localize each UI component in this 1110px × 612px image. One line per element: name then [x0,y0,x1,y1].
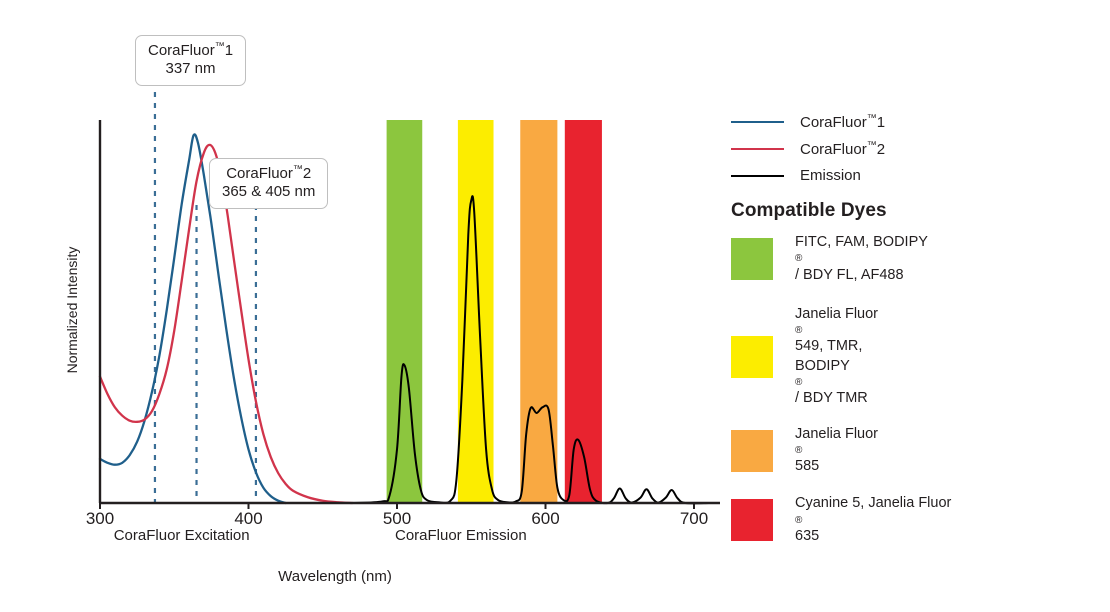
legend-cf1-base: CoraFluor [800,113,867,131]
dye-color-swatch [731,237,773,280]
red-band [564,120,602,503]
callout-cf2-name: CoraFluor [226,165,293,182]
legend-item-emission: Emission [731,162,1091,189]
x-tick-label-600: 600 [531,509,560,528]
compatible-dyes-list: FITC, FAM, BODIPY ® / BDY FL, AF488 Janelia… [731,233,1101,564]
dye-label: Janelia Fluor ® 549, TMR, BODIPY ® / BDY TMR [795,305,879,407]
legend-cf2-num: 2 [876,140,886,158]
dye-row-3: Cyanine 5, Janelia Fluor ® 635 [731,494,1101,546]
trademark-icon: ™ [292,164,303,175]
registered-trademark-icon: ® [795,377,803,388]
legend-cf2-base: CoraFluor [800,140,867,158]
legend-item-corafluor2: CoraFluor™2 [731,135,1091,162]
dye-label: Cyanine 5, Janelia Fluor ® 635 [795,495,952,545]
registered-trademark-icon: ® [795,514,803,526]
caption-corafluor-emission: CoraFluor Emission [394,527,527,544]
dye-label: Janelia Fluor ® 585 [795,425,879,475]
dye-color-swatch [731,499,773,542]
caption-corafluor-excitation: CoraFluor Excitation [113,527,250,544]
registered-trademark-icon: ® [795,325,803,337]
dye-label: FITC, FAM, BODIPY ® / BDY FL, AF488 [795,234,928,283]
callout-cf1-name: CoraFluor [148,42,215,59]
green-band [386,120,423,503]
yellow-band [457,120,494,503]
legend-line-swatch-emission [731,174,784,177]
wavelength-bands [386,120,602,503]
x-tick-label-300: 300 [85,509,115,528]
trademark-icon: ™ [214,41,225,52]
x-tick-label-500: 500 [382,509,412,528]
x-axis-ticks [99,503,695,509]
legend-line-swatch-corafluor1 [731,120,784,123]
dye-row-1: Janelia Fluor ® 549, TMR, BODIPY ® / BDY TMR [731,305,1101,409]
trademark-icon: ™ [866,112,877,124]
callout-cf2-suffix: 2 [302,165,312,182]
series-legend: CoraFluor™1 CoraFluor™2 Emission [731,108,1091,189]
x-axis-label: Wavelength (nm) [278,568,392,585]
legend-item-corafluor1: CoraFluor™1 [731,108,1091,135]
callout-corafluor2-wavelength: 365 & 405 nm [222,183,316,201]
callout-corafluor2-line1: CoraFluor™2 [222,164,315,183]
legend-label-emission: Emission [800,167,861,184]
legend-label-corafluor1: CoraFluor™1 [800,113,885,131]
callout-cf1-suffix: 1 [224,42,234,59]
trademark-icon: ™ [866,139,877,151]
legend-label-corafluor2: CoraFluor™2 [800,140,885,158]
excitation-marker-lines [153,92,258,503]
callout-corafluor1-line1: CoraFluor™1 [148,41,233,60]
dye-row-0: FITC, FAM, BODIPY ® / BDY FL, AF488 [731,233,1101,285]
dye-color-swatch [731,429,773,472]
x-tick-label-400: 400 [234,509,263,528]
callout-corafluor1-wavelength: 337 nm [165,60,216,78]
legend-line-swatch-corafluor2 [731,147,784,150]
compatible-dyes-title: Compatible Dyes [731,200,887,221]
dye-color-swatch [731,335,773,378]
callout-corafluor1: CoraFluor™1 337 nm [135,35,247,86]
callout-corafluor2: CoraFluor™2 365 & 405 nm [209,158,329,209]
x-tick-label-700: 700 [679,509,709,528]
legend-cf1-num: 1 [876,113,886,131]
registered-trademark-icon: ® [795,253,803,265]
curve-excitation-CoraFluor1 [98,133,287,505]
y-axis-label: Normalized Intensity [64,246,80,373]
curve-excitation-CoraFluor2 [98,143,354,505]
dye-row-2: Janelia Fluor ® 585 [731,425,1101,477]
registered-trademark-icon: ® [795,444,803,456]
